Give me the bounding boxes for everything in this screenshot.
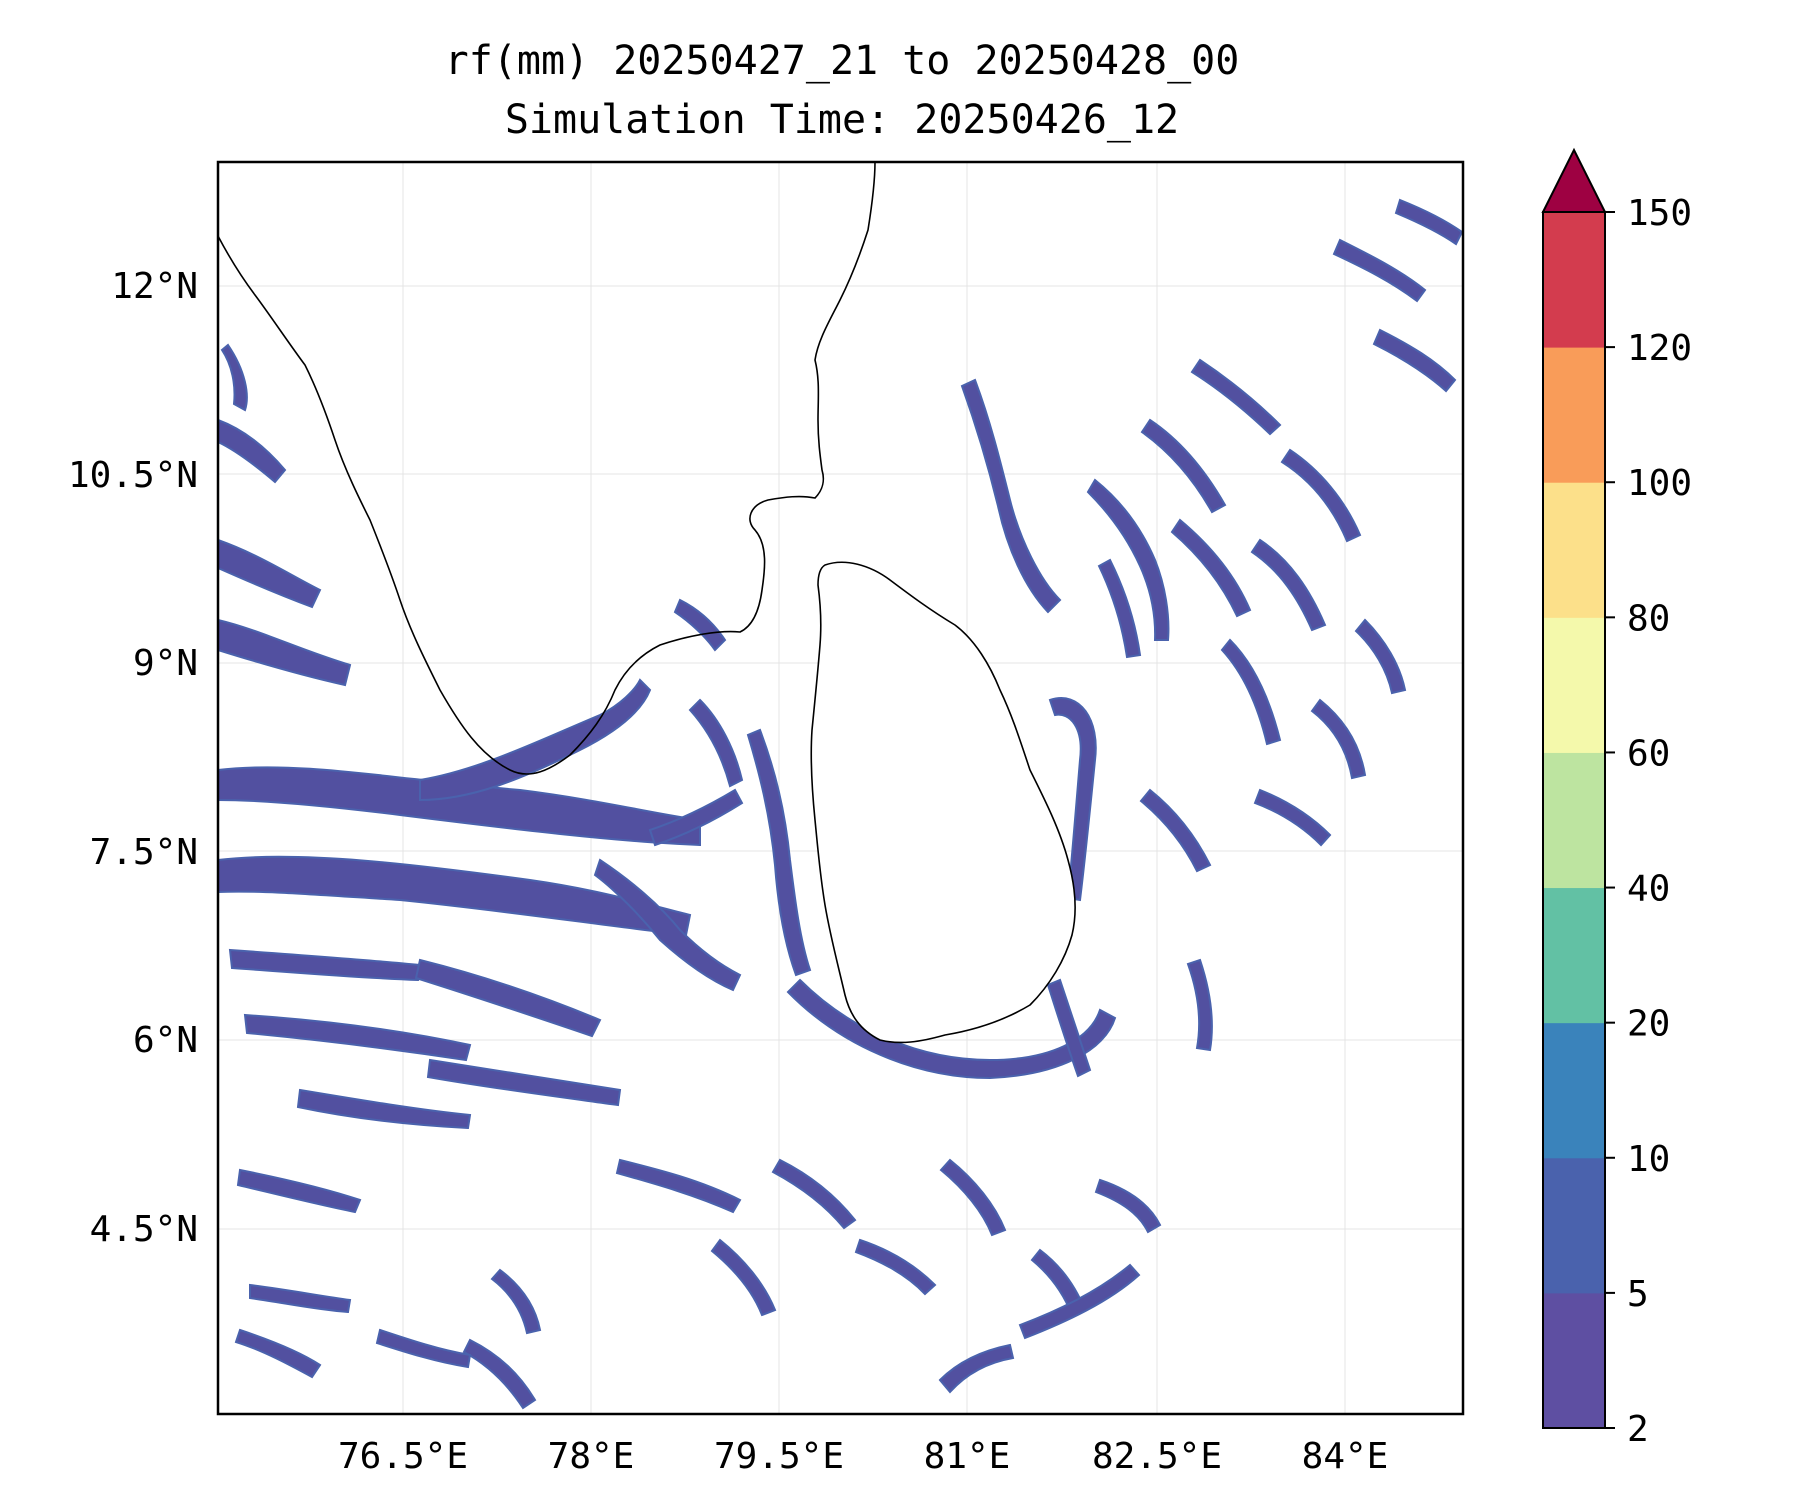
colorbar-segment [1543, 347, 1605, 483]
colorbar-tick-label: 60 [1627, 733, 1670, 774]
colorbar-tick-label: 2 [1627, 1409, 1649, 1450]
chart-title-line1: rf(mm) 20250427_21 to 20250428_00 [445, 38, 1240, 84]
lon-tick-label: 79.5°E [714, 1436, 844, 1477]
lat-tick-label: 12°N [111, 266, 198, 307]
lat-tick-label: 9°N [133, 643, 198, 684]
lon-tick-label: 76.5°E [338, 1436, 468, 1477]
latitude-ticks: 12°N 10.5°N 9°N 7.5°N 6°N 4.5°N [68, 266, 198, 1250]
colorbar-tick-label: 5 [1627, 1274, 1649, 1315]
lat-tick-label: 4.5°N [90, 1209, 198, 1250]
rainfall-contours [217, 198, 1464, 1410]
colorbar-segment [1543, 1157, 1605, 1294]
colorbar-segment [1543, 212, 1605, 348]
lat-tick-label: 10.5°N [68, 455, 198, 496]
map-panel: 12°N 10.5°N 9°N 7.5°N 6°N 4.5°N 76.5°E 7… [68, 160, 1465, 1477]
colorbar-tick-label: 40 [1627, 869, 1670, 910]
lat-tick-label: 7.5°N [90, 832, 198, 873]
chart-title-line2: Simulation Time: 20250426_12 [505, 97, 1179, 143]
longitude-ticks: 76.5°E 78°E 79.5°E 81°E 82.5°E 84°E [338, 1436, 1388, 1477]
colorbar-segment [1543, 1292, 1605, 1429]
lon-tick-label: 81°E [924, 1436, 1011, 1477]
colorbar-tick-label: 100 [1627, 463, 1692, 504]
lon-tick-label: 82.5°E [1092, 1436, 1222, 1477]
lat-tick-label: 6°N [133, 1020, 198, 1061]
colorbar-tick-label: 20 [1627, 1004, 1670, 1045]
colorbar-segment [1543, 1022, 1605, 1159]
colorbar-tick-label: 10 [1627, 1139, 1670, 1180]
map-frame [216, 160, 1465, 1416]
colorbar-segment [1543, 482, 1605, 618]
colorbar-tick-label: 120 [1627, 328, 1692, 369]
lon-tick-label: 84°E [1302, 1436, 1389, 1477]
colorbar-segment [1543, 887, 1605, 1024]
colorbar-segment [1543, 617, 1605, 753]
colorbar-tick-label: 80 [1627, 598, 1670, 639]
colorbar-segment [1543, 752, 1605, 889]
colorbar: 2 5 10 20 40 60 80 100 120 150 [1541, 147, 1692, 1450]
colorbar-extend-arrow [1541, 147, 1607, 213]
coastline-india [217, 161, 876, 775]
coastline-sri-lanka [810, 561, 1076, 1044]
colorbar-outline [1542, 211, 1606, 1429]
lon-tick-label: 78°E [548, 1436, 635, 1477]
colorbar-tick-label: 150 [1627, 193, 1692, 234]
